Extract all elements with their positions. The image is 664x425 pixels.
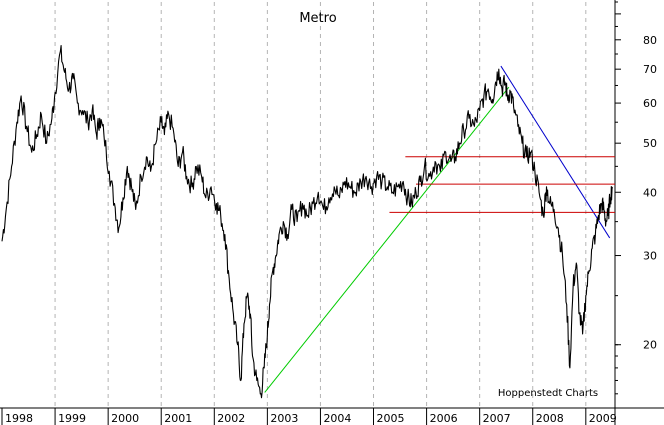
vertical-grid — [54, 2, 587, 408]
x-tick-label: 2006 — [430, 412, 458, 425]
x-tick-label: 2007 — [483, 412, 511, 425]
y-axis: 20 30 40 50 60 70 80 — [615, 1, 657, 395]
y-tick-label: 60 — [643, 97, 657, 110]
price-line — [1, 45, 613, 399]
x-tick-label: 2000 — [111, 412, 139, 425]
downtrend-line — [500, 65, 611, 239]
y-tick-label: 70 — [643, 63, 657, 76]
x-axis: 1998 1999 2000 2001 2002 2003 2004 2005 2006 2007… — [1, 408, 617, 425]
x-tick-label: 1998 — [5, 412, 33, 425]
x-tick-label: 2009 — [589, 412, 617, 425]
source-label: Hoppenstedt Charts — [498, 388, 598, 399]
trendlines — [264, 65, 611, 393]
y-tick-label: 30 — [643, 250, 657, 263]
y-tick-label: 40 — [643, 186, 657, 199]
x-tick-label: 2001 — [164, 412, 192, 425]
y-tick-label: 20 — [643, 339, 657, 352]
x-tick-label: 2008 — [536, 412, 564, 425]
y-tick-label: 50 — [643, 137, 657, 150]
resistance-lines — [389, 156, 615, 213]
x-tick-label: 2002 — [217, 412, 245, 425]
x-tick-label: 2004 — [323, 412, 351, 425]
x-tick-label: 1999 — [58, 412, 86, 425]
chart-title: Metro — [299, 11, 336, 26]
x-tick-label: 2005 — [377, 412, 405, 425]
uptrend-line — [264, 86, 510, 393]
price-series — [1, 45, 613, 399]
y-tick-label: 80 — [643, 34, 657, 47]
x-tick-label: 2003 — [270, 412, 298, 425]
